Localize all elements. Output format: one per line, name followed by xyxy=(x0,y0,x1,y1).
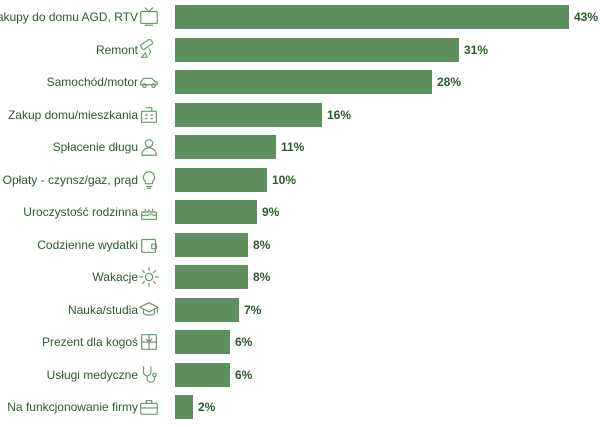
sun-icon xyxy=(137,265,161,289)
value-label: 2% xyxy=(198,400,216,414)
bar xyxy=(175,70,432,94)
value-label: 8% xyxy=(253,270,271,284)
paint-roller-icon xyxy=(137,38,161,62)
category-label: Prezent dla kogoś xyxy=(41,335,138,349)
chart-row: Usługi medyczne 6% xyxy=(0,362,600,395)
value-label: 28% xyxy=(437,75,462,89)
category-label: Samochód/motor xyxy=(46,75,138,89)
cake-icon xyxy=(137,200,161,224)
bar xyxy=(175,362,230,387)
chart-row: Na funkcjonowanie firmy 2% xyxy=(0,395,600,427)
wallet-icon xyxy=(137,233,161,257)
bar xyxy=(175,102,322,127)
bar xyxy=(175,5,569,29)
briefcase-icon xyxy=(137,395,161,419)
category-label: Zakupy do domu AGD, RTV xyxy=(0,10,138,24)
bar xyxy=(175,297,239,322)
chart-row: Zakupy do domu AGD, RTV 43% xyxy=(0,5,600,37)
bar xyxy=(175,200,257,224)
value-label: 31% xyxy=(464,42,489,57)
car-icon xyxy=(137,70,161,94)
chart-row: Zakup domu/mieszkania 16% xyxy=(0,102,600,135)
value-label: 8% xyxy=(253,237,271,252)
bar xyxy=(175,330,230,354)
category-label: Na funkcjonowanie firmy xyxy=(7,400,138,414)
category-label: Codzienne wydatki xyxy=(37,237,138,252)
bar xyxy=(175,395,193,419)
bar xyxy=(175,37,459,62)
value-label: 10% xyxy=(272,172,297,187)
value-label: 16% xyxy=(327,107,352,122)
chart-row: Nauka/studia 7% xyxy=(0,297,600,330)
value-label: 7% xyxy=(244,302,262,317)
value-label: 9% xyxy=(262,205,280,219)
category-label: Uroczystość rodzinna xyxy=(23,205,138,219)
bar xyxy=(175,167,267,192)
building-icon xyxy=(137,103,161,127)
bar xyxy=(175,265,248,289)
value-label: 6% xyxy=(235,367,253,382)
graduation-cap-icon xyxy=(137,298,161,322)
chart-row: Spłacenie długu 11% xyxy=(0,135,600,167)
category-label: Zakup domu/mieszkania xyxy=(7,107,138,122)
chart-row: Opłaty - czynsz/gaz, prąd 10% xyxy=(0,167,600,200)
value-label: 11% xyxy=(281,140,305,154)
value-label: 6% xyxy=(235,335,253,349)
bar xyxy=(175,232,248,257)
chart-row: Uroczystość rodzinna 9% xyxy=(0,200,600,232)
tv-icon xyxy=(137,5,161,29)
chart-row: Prezent dla kogoś 6% xyxy=(0,330,600,362)
category-label: Opłaty - czynsz/gaz, prąd xyxy=(2,172,138,187)
chart-row: Codzienne wydatki 8% xyxy=(0,232,600,265)
category-label: Spłacenie długu xyxy=(52,140,138,154)
chart-row: Wakacje 8% xyxy=(0,265,600,297)
gift-icon xyxy=(137,330,161,354)
lightbulb-icon xyxy=(137,168,161,192)
category-label: Nauka/studia xyxy=(67,302,138,317)
category-label: Wakacje xyxy=(92,270,138,284)
chart-row: Samochód/motor 28% xyxy=(0,70,600,102)
stethoscope-icon xyxy=(137,363,161,387)
category-label: Remont xyxy=(95,42,138,57)
person-icon xyxy=(137,135,161,159)
chart-row: Remont 31% xyxy=(0,37,600,70)
value-label: 43% xyxy=(574,10,599,24)
bar xyxy=(175,135,276,159)
category-label: Usługi medyczne xyxy=(46,367,138,382)
